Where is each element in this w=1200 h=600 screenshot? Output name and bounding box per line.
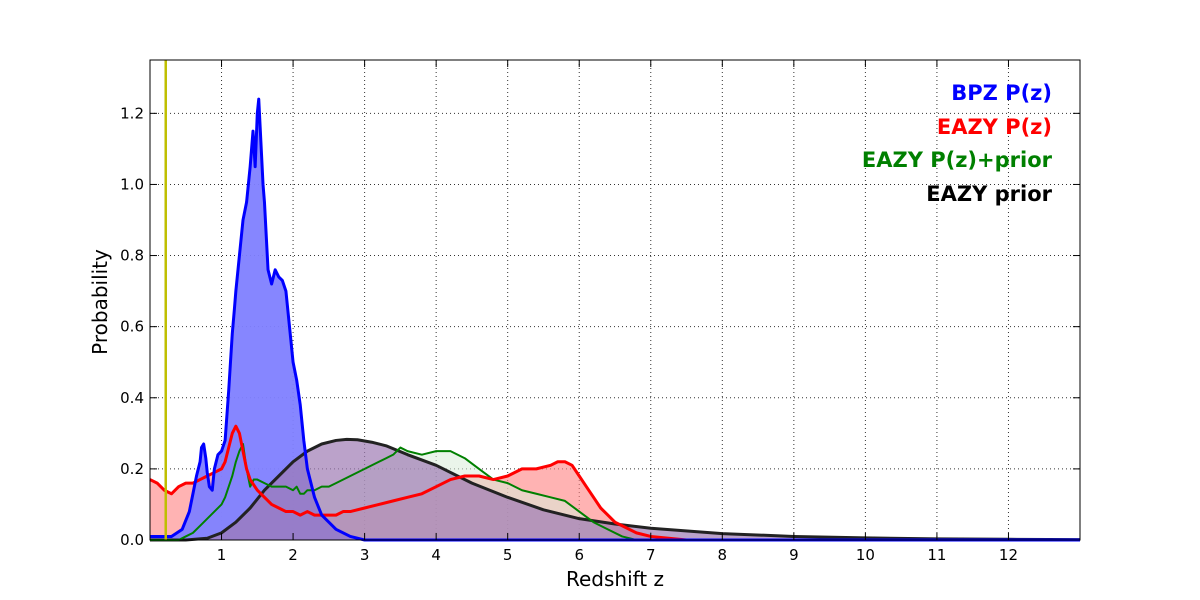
y-tick-label: 0.4 [120,389,144,407]
x-tick-label: 2 [288,546,298,564]
y-tick-label: 1.0 [120,175,144,193]
series-fills [150,99,1080,540]
y-tick-label: 0.0 [120,531,144,549]
grid [150,60,1080,540]
legend: BPZ P(z) EAZY P(z) EAZY P(z)+prior EAZY … [862,81,1053,206]
legend-label-eazy-prior-combined: EAZY P(z)+prior [862,148,1053,172]
x-tick-label: 11 [927,546,946,564]
x-tick-label: 7 [646,546,656,564]
series-lines [149,60,1081,542]
x-tick-label: 6 [574,546,584,564]
x-tick-label: 1 [217,546,227,564]
x-tick-label: 10 [856,546,875,564]
legend-label-eazy-prior: EAZY prior [926,182,1052,206]
y-axis-label: Probability [88,249,112,355]
x-tick-label: 5 [503,546,513,564]
x-tick-label: 3 [360,546,370,564]
series-line-1 [149,424,1080,542]
x-axis-label: Redshift z [566,567,664,591]
x-tick-label: 4 [431,546,441,564]
y-tick-label: 0.6 [120,318,144,336]
y-tick-label: 1.2 [120,104,144,122]
series-fill-0 [150,99,1080,540]
legend-label-bpz: BPZ P(z) [951,81,1052,105]
plot-frame [149,59,1081,541]
tick-labels: 1 2 3 4 5 6 7 8 9 10 11 120.00.20.40.60.81.01.2 [120,104,1018,564]
x-tick-label: 12 [999,546,1018,564]
series-line-0 [150,97,1080,542]
legend-label-eazy: EAZY P(z) [937,115,1052,139]
y-tick-label: 0.8 [120,247,144,265]
x-tick-label: 9 [789,546,799,564]
series-line-3 [150,437,1081,542]
series-line-2 [150,443,1080,541]
x-tick-label: 8 [718,546,728,564]
axes [149,59,1081,541]
y-tick-label: 0.2 [120,460,144,478]
series-fill-3 [150,439,1080,540]
